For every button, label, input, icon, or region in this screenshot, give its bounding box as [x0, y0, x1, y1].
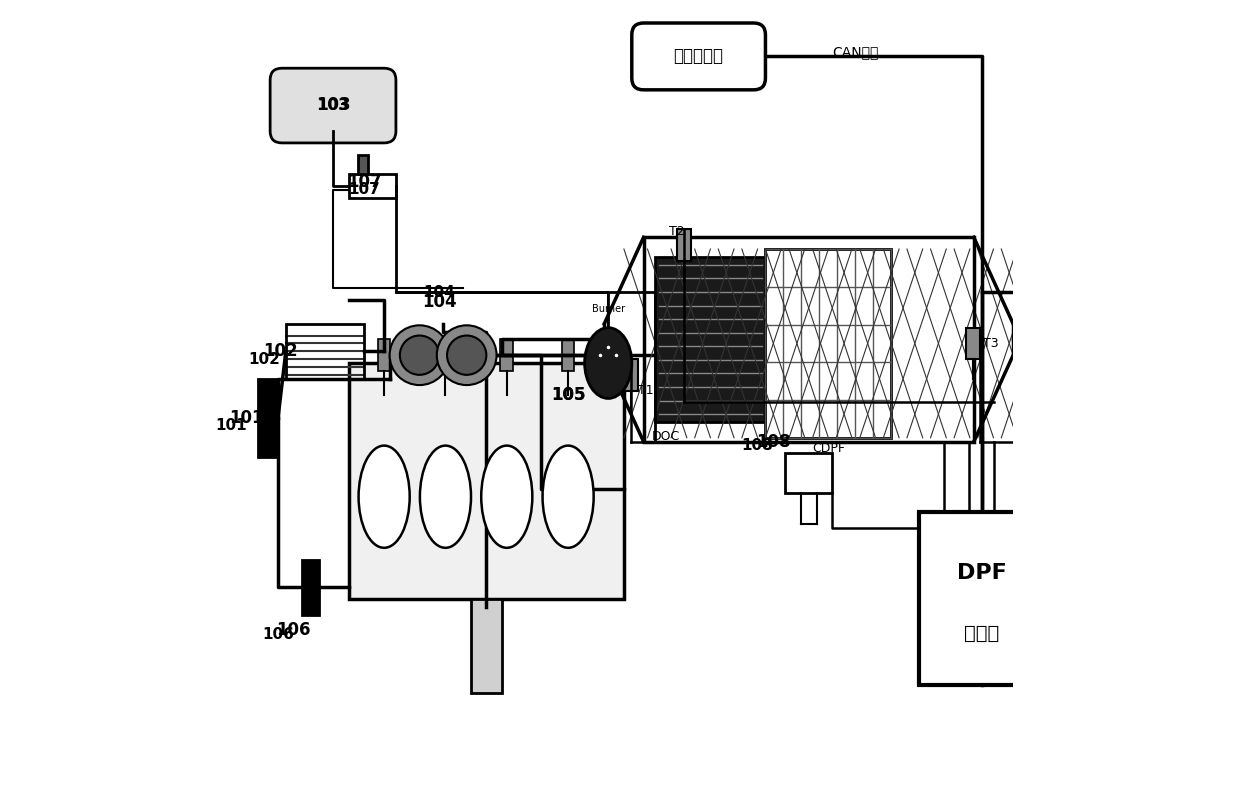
Text: DOC: DOC: [651, 430, 680, 443]
Text: 107: 107: [348, 182, 381, 197]
Text: T1: T1: [639, 384, 653, 397]
Circle shape: [448, 335, 486, 375]
Text: 101: 101: [229, 409, 264, 427]
FancyBboxPatch shape: [270, 68, 396, 143]
Text: CAN总线: CAN总线: [832, 46, 879, 59]
Circle shape: [399, 335, 439, 375]
FancyBboxPatch shape: [919, 512, 1044, 686]
FancyBboxPatch shape: [656, 257, 765, 422]
Text: 101: 101: [215, 418, 247, 433]
FancyBboxPatch shape: [765, 249, 892, 438]
Text: 105: 105: [552, 386, 587, 403]
Text: 105: 105: [552, 386, 587, 403]
Text: 104: 104: [423, 285, 455, 300]
FancyBboxPatch shape: [785, 454, 832, 493]
Text: 106: 106: [277, 622, 311, 639]
Circle shape: [389, 325, 449, 385]
FancyBboxPatch shape: [471, 599, 502, 694]
Text: 102: 102: [263, 342, 298, 361]
Ellipse shape: [481, 446, 532, 548]
Text: T2: T2: [668, 226, 684, 238]
Text: 102: 102: [248, 352, 280, 367]
FancyBboxPatch shape: [677, 230, 691, 261]
FancyBboxPatch shape: [358, 155, 367, 174]
Text: CDPF: CDPF: [812, 442, 844, 454]
Text: 发动机状态: 发动机状态: [673, 47, 724, 65]
Text: 104: 104: [422, 293, 456, 311]
FancyBboxPatch shape: [348, 174, 396, 198]
Ellipse shape: [358, 446, 409, 548]
FancyBboxPatch shape: [966, 327, 980, 359]
Text: 108: 108: [742, 438, 774, 453]
FancyBboxPatch shape: [439, 339, 451, 371]
Ellipse shape: [420, 446, 471, 548]
Ellipse shape: [543, 446, 594, 548]
Text: 控制器: 控制器: [963, 624, 999, 643]
FancyBboxPatch shape: [562, 339, 574, 371]
FancyBboxPatch shape: [378, 339, 391, 371]
Circle shape: [436, 325, 496, 385]
Ellipse shape: [584, 327, 632, 398]
Text: Burner: Burner: [591, 304, 625, 314]
Text: 107: 107: [347, 174, 382, 191]
Text: T3: T3: [983, 337, 999, 350]
Text: 106: 106: [262, 626, 294, 641]
Text: 108: 108: [756, 432, 791, 451]
Text: 103: 103: [317, 98, 348, 113]
FancyBboxPatch shape: [258, 379, 278, 458]
FancyBboxPatch shape: [624, 359, 639, 391]
FancyBboxPatch shape: [301, 559, 319, 615]
FancyBboxPatch shape: [632, 23, 765, 90]
Text: 103: 103: [316, 96, 351, 114]
FancyBboxPatch shape: [501, 339, 513, 371]
FancyBboxPatch shape: [348, 363, 624, 599]
Text: DPF: DPF: [957, 563, 1007, 583]
